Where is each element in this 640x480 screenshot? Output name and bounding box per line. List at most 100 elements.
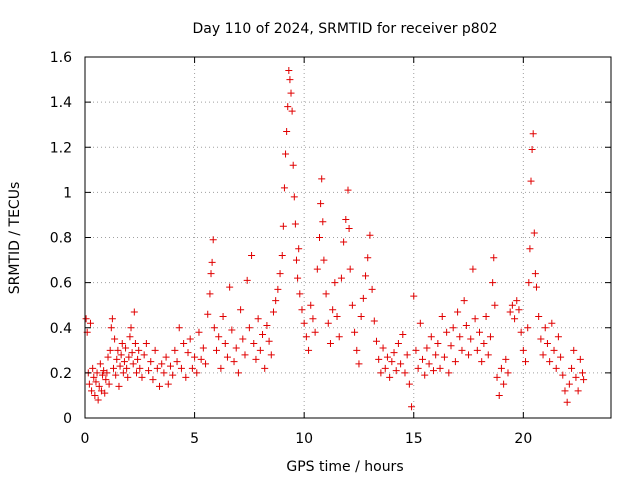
data-point xyxy=(491,301,499,309)
y-axis-label: SRMTID / TECUs xyxy=(7,182,23,295)
data-point xyxy=(114,346,122,354)
data-point xyxy=(263,321,271,329)
data-point xyxy=(305,346,313,354)
y-tick-label: 1.4 xyxy=(50,95,72,111)
data-point xyxy=(134,355,142,363)
data-point xyxy=(160,369,168,377)
data-point xyxy=(480,340,488,348)
data-point xyxy=(504,369,512,377)
data-point xyxy=(414,364,422,372)
data-point xyxy=(89,364,97,372)
data-point xyxy=(416,319,424,327)
data-point xyxy=(272,297,280,305)
data-point xyxy=(135,346,143,354)
data-point xyxy=(145,367,153,375)
data-point xyxy=(500,380,508,388)
data-point xyxy=(451,358,459,366)
data-point xyxy=(138,373,146,381)
data-point xyxy=(307,301,315,309)
data-point xyxy=(291,220,299,228)
data-point xyxy=(467,335,475,343)
data-point xyxy=(283,127,291,135)
data-point xyxy=(153,364,161,372)
data-point xyxy=(162,353,170,361)
data-point xyxy=(193,369,201,377)
data-point xyxy=(482,312,490,320)
data-point xyxy=(199,344,207,352)
data-point xyxy=(548,319,556,327)
data-point xyxy=(565,380,573,388)
data-point xyxy=(495,391,503,399)
data-point xyxy=(209,236,217,244)
data-point xyxy=(362,272,370,280)
data-point xyxy=(188,364,196,372)
data-point xyxy=(290,193,298,201)
data-point xyxy=(252,355,260,363)
data-point xyxy=(317,200,325,208)
data-point xyxy=(539,351,547,359)
data-point xyxy=(319,218,327,226)
data-point xyxy=(286,76,294,84)
data-point xyxy=(92,378,100,386)
data-point xyxy=(526,245,534,253)
data-point xyxy=(269,308,277,316)
y-tick-label: 0 xyxy=(63,411,72,427)
data-point xyxy=(447,342,455,350)
y-tick-label: 1.6 xyxy=(50,50,72,66)
data-point xyxy=(502,355,510,363)
data-point xyxy=(279,222,287,230)
data-point xyxy=(105,380,113,388)
data-point xyxy=(370,317,378,325)
data-point xyxy=(445,369,453,377)
data-point xyxy=(454,308,462,316)
data-point xyxy=(230,358,238,366)
data-point xyxy=(337,274,345,282)
data-point xyxy=(368,285,376,293)
data-point xyxy=(156,382,164,390)
data-point xyxy=(180,340,188,348)
x-tick-label: 0 xyxy=(81,431,90,447)
data-point xyxy=(490,254,498,262)
data-point xyxy=(239,335,247,343)
data-point xyxy=(250,340,258,348)
y-tick-label: 1 xyxy=(63,185,72,201)
data-point xyxy=(109,364,117,372)
data-point xyxy=(478,358,486,366)
data-point xyxy=(580,376,588,384)
data-point xyxy=(552,364,560,372)
data-point xyxy=(103,369,111,377)
data-point xyxy=(421,371,429,379)
data-point xyxy=(326,340,334,348)
data-point xyxy=(313,265,321,273)
data-point xyxy=(440,353,448,361)
data-point xyxy=(318,175,326,183)
data-point xyxy=(532,283,540,291)
data-point xyxy=(320,256,328,264)
data-point xyxy=(335,333,343,341)
data-point xyxy=(129,360,137,368)
data-point xyxy=(221,340,229,348)
data-point xyxy=(197,355,205,363)
data-point xyxy=(561,387,569,395)
data-point xyxy=(90,373,98,381)
data-point xyxy=(508,301,516,309)
data-point xyxy=(248,252,256,260)
data-point xyxy=(434,340,442,348)
data-point xyxy=(377,369,385,377)
data-point xyxy=(124,373,132,381)
data-point xyxy=(96,360,104,368)
data-point xyxy=(107,324,115,332)
data-point xyxy=(449,324,457,332)
data-point xyxy=(82,315,90,323)
data-point xyxy=(469,265,477,273)
data-point xyxy=(537,335,545,343)
data-point xyxy=(579,369,587,377)
data-point xyxy=(576,355,584,363)
data-point xyxy=(529,130,537,138)
data-point xyxy=(438,312,446,320)
data-point xyxy=(443,328,451,336)
data-point xyxy=(169,371,177,379)
data-point xyxy=(123,364,131,372)
data-point xyxy=(295,245,303,253)
data-point xyxy=(372,337,380,345)
